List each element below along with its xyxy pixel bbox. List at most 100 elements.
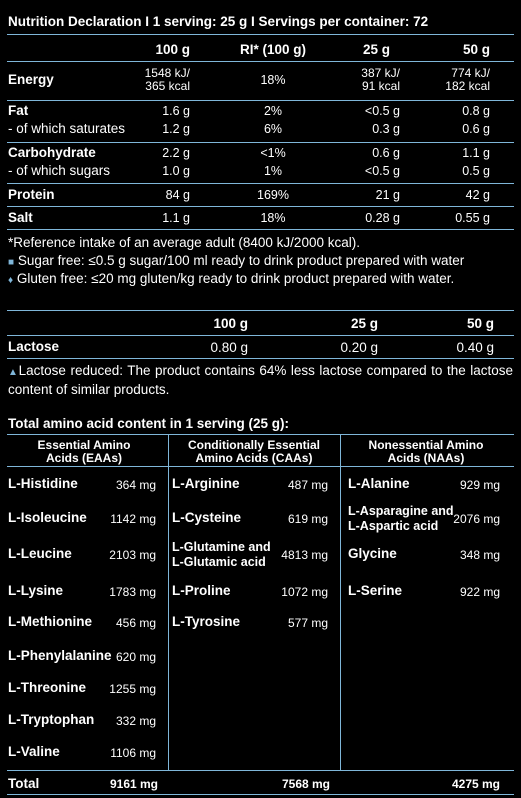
eaa-amino-value: 2103 mg	[109, 548, 156, 562]
triangle-bullet-icon: ▲	[8, 367, 19, 378]
total-caa: 7568 mg	[281, 777, 330, 791]
eaa-amino-value: 332 mg	[115, 714, 156, 728]
nutrition-title-text: Nutrition Declaration I 1 serving: 25 g …	[8, 14, 429, 29]
nutrition-value-100g: 1.6 g	[162, 104, 190, 118]
caa-amino-name: L-Cysteine	[172, 510, 242, 525]
nutrition-value-ri: 18%	[260, 211, 286, 225]
caa-amino-value: 487 mg	[287, 478, 328, 492]
nutrition-row-label: Protein	[8, 187, 55, 202]
eaa-header: Essential Amino Acids (EAAs)	[37, 438, 131, 465]
eaa-amino-value: 456 mg	[115, 616, 156, 630]
caa-amino-value: 4813 mg	[281, 548, 328, 562]
amino-title: Total amino acid content in 1 serving (2…	[8, 416, 290, 431]
nutrition-value-100g: 1548 kJ/ 365 kcal	[144, 66, 190, 93]
nutrition-value-25g: 0.3 g	[372, 122, 400, 136]
nutrition-value-25g: <0.5 g	[364, 104, 400, 118]
naa-header: Nonessential Amino Acids (NAAs)	[368, 438, 484, 465]
eaa-amino-name: L-Methionine	[8, 614, 92, 629]
divider	[7, 142, 514, 143]
nutrition-value-50g: 0.8 g	[462, 104, 490, 118]
sugar-free-note: ■ Sugar free: ≤0.5 g sugar/100 ml ready …	[8, 252, 513, 271]
total-label: Total	[8, 776, 40, 791]
nutrition-row-label: Fat	[8, 103, 29, 118]
eaa-amino-name: L-Lysine	[8, 583, 64, 598]
nutrition-value-ri: 169%	[257, 188, 289, 202]
nutrition-value-50g: 1.1 g	[462, 146, 490, 160]
nutrition-row-label: - of which saturates	[8, 121, 126, 136]
nutrition-row-label: Energy	[8, 72, 54, 87]
nutrition-value-ri: 1%	[263, 164, 283, 178]
eaa-amino-value: 1255 mg	[109, 682, 156, 696]
divider	[7, 335, 514, 336]
nutrition-header-ri: RI* (100 g)	[239, 42, 307, 57]
nutrition-value-50g: 774 kJ/ 182 kcal	[445, 66, 490, 93]
nutrition-value-100g: 1.2 g	[162, 122, 190, 136]
lactose-value-100g: 0.80 g	[210, 340, 248, 355]
naa-amino-value: 2076 mg	[453, 512, 500, 526]
lactose-header-25g: 25 g	[350, 316, 378, 331]
eaa-amino-value: 1783 mg	[109, 585, 156, 599]
eaa-amino-name: L-Tryptophan	[8, 712, 95, 727]
nutrition-value-25g: 0.6 g	[372, 146, 400, 160]
naa-amino-name: L-Alanine	[348, 476, 410, 491]
divider	[7, 770, 514, 771]
gluten-free-note-text: Gluten free: ≤20 mg gluten/kg ready to d…	[16, 271, 455, 286]
nutrition-row-label: Salt	[8, 210, 33, 225]
nutrition-value-50g: 42 g	[465, 188, 490, 202]
nutrition-value-ri: 2%	[263, 104, 283, 118]
eaa-amino-name: L-Isoleucine	[8, 510, 87, 525]
nutrition-value-25g: 387 kJ/ 91 kcal	[361, 66, 400, 93]
eaa-amino-name: L-Threonine	[8, 680, 86, 695]
nutrition-value-ri: 6%	[263, 122, 283, 136]
lactose-header-50g: 50 g	[466, 316, 494, 331]
divider	[7, 466, 514, 467]
nutrition-value-ri: <1%	[260, 146, 286, 160]
gluten-free-note: ♦ Gluten free: ≤20 mg gluten/kg ready to…	[8, 270, 513, 289]
lactose-note-text: Lactose reduced: The product contains 64…	[8, 363, 513, 397]
nutrition-value-100g: 2.2 g	[162, 146, 190, 160]
column-divider	[340, 434, 341, 770]
caa-amino-name: L-Tyrosine	[172, 614, 241, 629]
nutrition-value-50g: 0.6 g	[462, 122, 490, 136]
eaa-amino-value: 1142 mg	[110, 512, 156, 526]
nutrition-row-label: Carbohydrate	[8, 145, 96, 160]
nutrition-header-50g: 50 g	[462, 42, 490, 57]
naa-amino-name: Glycine	[348, 546, 397, 561]
divider	[7, 34, 514, 35]
caa-amino-name: L-Proline	[172, 583, 231, 598]
eaa-amino-value: 620 mg	[115, 650, 156, 664]
eaa-amino-name: L-Leucine	[8, 546, 72, 561]
caa-amino-value: 1072 mg	[281, 585, 328, 599]
nutrition-row-label: - of which sugars	[8, 163, 111, 178]
square-bullet-icon: ■	[8, 257, 15, 268]
eaa-amino-name: L-Phenylalanine	[8, 648, 112, 663]
nutrition-value-25g: <0.5 g	[364, 164, 400, 178]
nutrition-value-ri: 18%	[260, 73, 286, 87]
nutrition-value-25g: 0.28 g	[365, 211, 400, 225]
lactose-value-25g: 0.20 g	[340, 340, 378, 355]
nutrition-value-50g: 0.5 g	[462, 164, 490, 178]
naa-amino-value: 348 mg	[459, 548, 500, 562]
naa-amino-name: L-Serine	[348, 583, 403, 598]
divider	[7, 229, 514, 230]
total-naa: 4275 mg	[451, 777, 500, 791]
caa-header: Conditionally Essential Amino Acids (CAA…	[187, 438, 321, 465]
divider	[7, 794, 514, 795]
eaa-amino-value: 364 mg	[115, 478, 156, 492]
lactose-note: ▲Lactose reduced: The product contains 6…	[8, 362, 513, 398]
naa-amino-value: 922 mg	[459, 585, 500, 599]
eaa-amino-name: L-Histidine	[8, 476, 78, 491]
eaa-amino-name: L-Valine	[8, 744, 60, 759]
nutrition-value-100g: 1.1 g	[162, 211, 190, 225]
nutrition-header-100g: 100 g	[155, 42, 190, 57]
caa-amino-name: L-Arginine	[172, 476, 240, 491]
divider	[7, 183, 514, 184]
divider	[7, 434, 514, 435]
lactose-value-50g: 0.40 g	[456, 340, 494, 355]
nutrition-value-50g: 0.55 g	[455, 211, 490, 225]
caa-amino-value: 619 mg	[287, 512, 328, 526]
total-eaa: 9161 mg	[109, 777, 158, 791]
nutrition-header-25g: 25 g	[362, 42, 390, 57]
nutrition-value-25g: 21 g	[375, 188, 400, 202]
nutrition-value-100g: 1.0 g	[162, 164, 190, 178]
